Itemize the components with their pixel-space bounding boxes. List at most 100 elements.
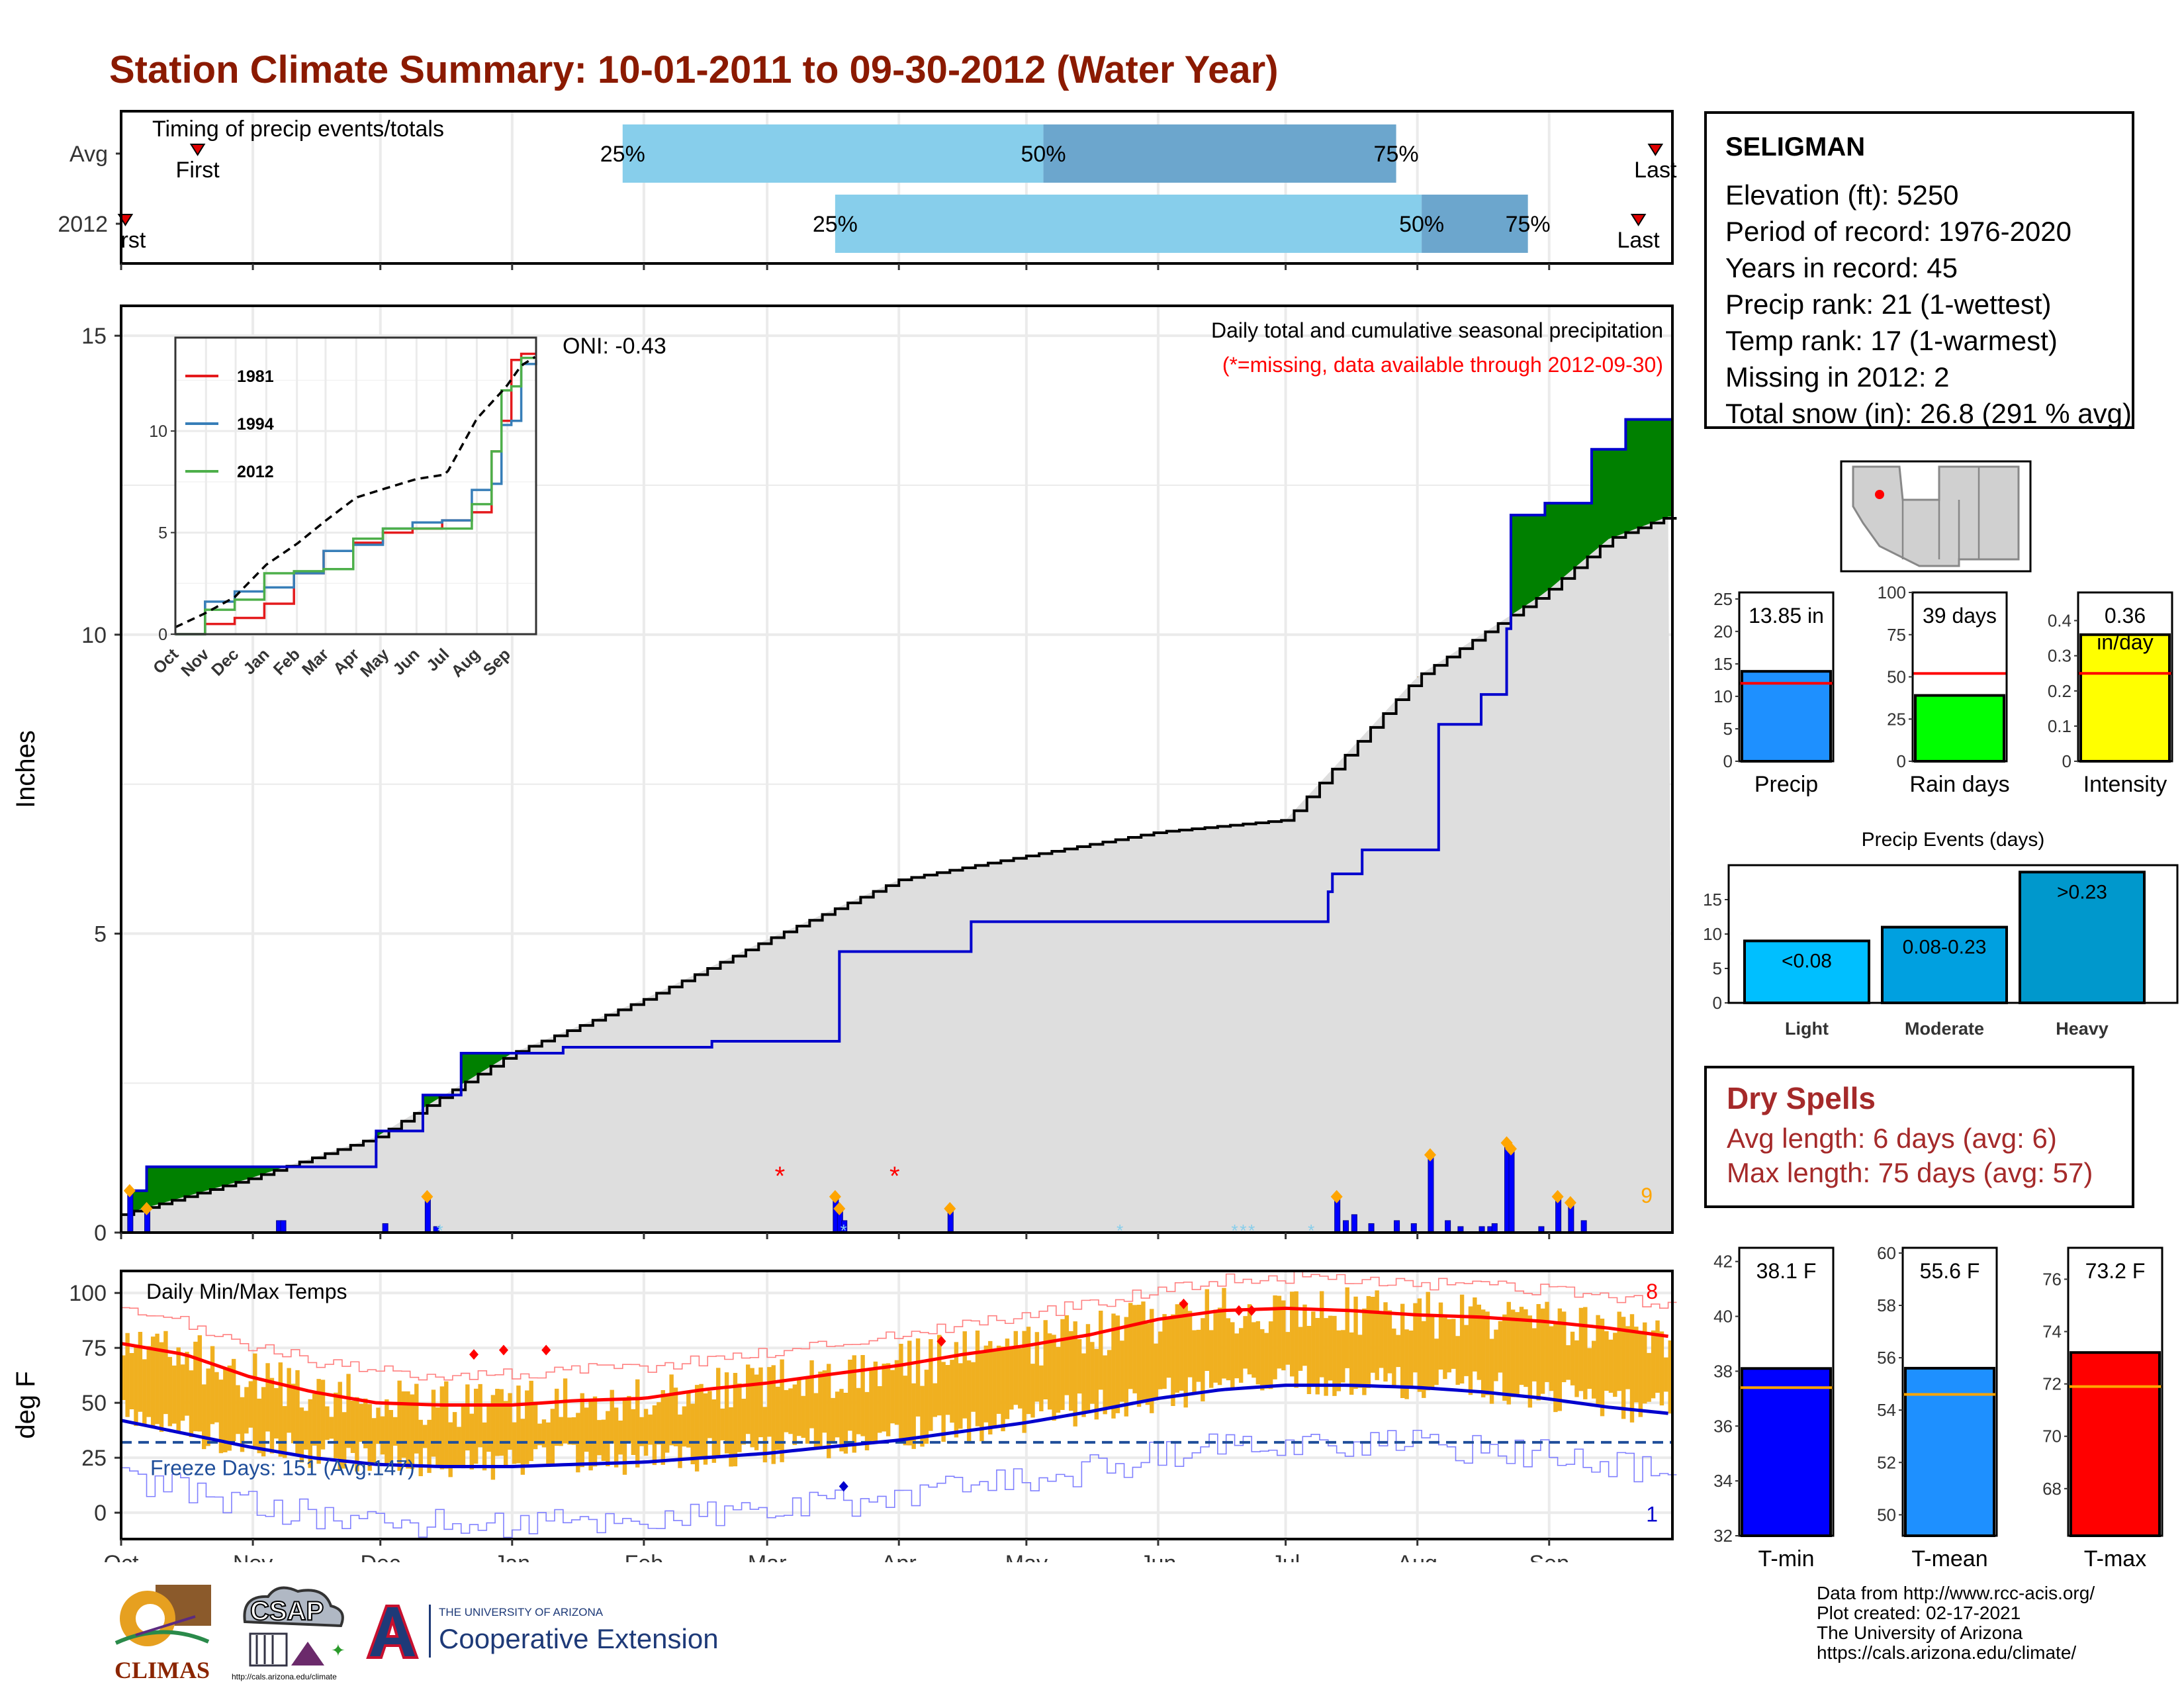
rain-days-ytick-label: 75 <box>1887 625 1906 645</box>
climas-logo-graphic <box>114 1585 211 1646</box>
tmin-ytick-label: 42 <box>1713 1252 1733 1272</box>
event-bin-label: >0.23 <box>2057 881 2107 903</box>
tmin-ytick-label: 32 <box>1713 1526 1733 1546</box>
tmean-ytick-label: 52 <box>1877 1452 1896 1472</box>
station-name: SELIGMAN <box>1725 132 1866 162</box>
daily-precip-bar <box>1351 1214 1357 1233</box>
daily-temp-range-bars <box>121 1287 1672 1480</box>
snow-marker: * <box>841 1221 847 1241</box>
timing-first-label: First <box>176 158 220 183</box>
precip-2012-line <box>121 418 1672 1234</box>
timing-pct-label: 75% <box>1506 212 1551 237</box>
intensity-bar <box>2079 633 2171 763</box>
daily-precip-bar <box>127 1190 134 1233</box>
timing-pct-label: 75% <box>1374 142 1419 167</box>
event-diamond-marker <box>140 1201 153 1215</box>
tmax-category-label: T-max <box>2084 1546 2146 1571</box>
month-axis-label: Apr <box>882 1551 917 1562</box>
tmean-ytick-label: 50 <box>1877 1505 1896 1524</box>
intensity-ytick-label: 0.3 <box>2048 646 2071 666</box>
temp-ytick-label: 0 <box>94 1501 107 1526</box>
intensity-frame <box>2077 591 2173 763</box>
locator-map <box>1840 460 2032 573</box>
tmax-frame <box>2067 1246 2163 1537</box>
ua-small-text: THE UNIVERSITY OF ARIZONA <box>439 1606 604 1618</box>
timing-first-label: rst <box>121 228 146 253</box>
daily-precip-bar <box>1410 1223 1417 1233</box>
inset-ytick-label: 5 <box>158 524 167 543</box>
station-info-box: SELIGMAN Elevation (ft): 5250 Period of … <box>1704 111 2134 429</box>
dry-spells-title: Dry Spells <box>1727 1081 1876 1115</box>
timing-pct-label: 25% <box>813 212 858 237</box>
intensity-ytick-label: 0 <box>2062 751 2071 771</box>
month-axis-label: Dec <box>361 1551 400 1562</box>
event-bin-label: <0.08 <box>1782 950 1832 972</box>
svg-text:✦: ✦ <box>331 1640 345 1660</box>
timing-title: Timing of precip events/totals <box>152 117 444 142</box>
record-low-marker <box>839 1481 848 1492</box>
snow-marker: * <box>1308 1221 1314 1241</box>
event-diamond-marker <box>1330 1190 1343 1203</box>
daily-precip-bar <box>1428 1154 1434 1233</box>
intensity-unit-label: in/day <box>2097 630 2153 654</box>
precip-total-category-label: Precip <box>1754 772 1818 797</box>
temp-summary-charts: 38.1 F 32 34 36 38 40 42 T-min 55.6 F 50 52 54 56 58 6… <box>1684 1231 2184 1575</box>
timing-frame <box>120 110 1674 265</box>
rain-days-value-label: 39 days <box>1923 604 1997 628</box>
rain-days-ytick-label: 0 <box>1897 751 1906 771</box>
event-diamond-marker <box>1564 1196 1576 1209</box>
month-axis-label: Oct <box>104 1551 139 1562</box>
precip-ytick-label: 10 <box>81 623 107 648</box>
precip-summary-svg: 13.85 in 0 5 10 15 20 25 Precip 39 days 0 25 50 75 10… <box>1713 583 2173 797</box>
csap-logo-text: CSAP <box>250 1596 324 1626</box>
month-axis-label: Nov <box>233 1551 273 1562</box>
freeze-days-label: Freeze Days: 151 (Avg:147) <box>150 1456 415 1480</box>
inset-avg-line <box>175 355 536 629</box>
month-axis-label: Jun <box>1140 1551 1177 1562</box>
events-ytick-label: 5 <box>1713 959 1722 978</box>
precip-summary-charts: 13.85 in 0 5 10 15 20 25 Precip 39 days 0 25 50 75 10… <box>1684 579 2184 804</box>
event-bin-label: 0.08-0.23 <box>1903 937 1987 959</box>
station-years: Years in record: 45 <box>1725 252 1958 283</box>
dry-spells-max: Max length: 75 days (avg: 57) <box>1727 1157 2093 1188</box>
record-high-count: 8 <box>1646 1280 1658 1303</box>
timing-last-marker <box>1647 144 1664 156</box>
tmin-frame <box>1738 1246 1835 1537</box>
precip-total-ytick-label: 0 <box>1723 751 1733 771</box>
rain-days-ytick-label: 50 <box>1887 667 1906 687</box>
precip-events-chart: Precip Events (days) <0.08 Light 0.08-0.23 M… <box>1684 821 2184 1039</box>
station-missing: Missing in 2012: 2 <box>1725 361 1950 393</box>
tmin-ytick-label: 38 <box>1713 1361 1733 1381</box>
event-diamond-marker <box>833 1201 846 1215</box>
precip-total-frame <box>1738 591 1835 763</box>
timing-last-label: Last <box>1634 158 1677 183</box>
temp-summary-svg: 38.1 F 32 34 36 38 40 42 T-min 55.6 F 50 52 54 56 58 6… <box>1713 1243 2163 1571</box>
timing-first-marker <box>189 144 206 156</box>
temp-svg: Daily Min/Max Temps Freeze Days: 151 (Avg… <box>11 1270 1677 1576</box>
locator-map-svg <box>1840 460 2032 573</box>
station-elevation: Elevation (ft): 5250 <box>1725 179 1959 211</box>
precip-total-ytick-label: 5 <box>1723 719 1733 739</box>
csap-logo-graphic: ✦ <box>243 1586 345 1667</box>
month-axis-label: Jul <box>1271 1551 1300 1562</box>
record-high-marker <box>1247 1305 1257 1316</box>
tmax-ytick-label: 68 <box>2042 1479 2062 1499</box>
record-high-marker <box>1234 1305 1244 1316</box>
intensity-category-label: Intensity <box>2083 772 2167 797</box>
precip-ytick-label: 5 <box>94 921 107 947</box>
precip-ylabel: Inches <box>11 730 40 808</box>
snow-marker: * <box>1231 1221 1238 1241</box>
intensity-ytick-label: 0.2 <box>2048 681 2071 701</box>
record-high-marker <box>469 1349 479 1360</box>
ua-a-icon <box>366 1605 419 1659</box>
event-bar-moderate <box>1881 925 2008 1005</box>
events-chart-title: Precip Events (days) <box>1862 829 2045 851</box>
rain-days-ytick-label: 25 <box>1887 709 1906 729</box>
climas-logo-text: CLIMAS <box>114 1657 210 1683</box>
inset-legend-label: 2012 <box>237 463 274 481</box>
precip-chart: * * * * * * * * * 0 5 10 15 Inches Daily total and cum… <box>0 291 1681 1251</box>
csap-url: http://cals.arizona.edu/climate <box>232 1672 337 1681</box>
avg-min-line <box>120 1383 1668 1468</box>
tmax-ytick-label: 76 <box>2042 1269 2062 1289</box>
daily-precip-bar <box>1394 1220 1400 1233</box>
